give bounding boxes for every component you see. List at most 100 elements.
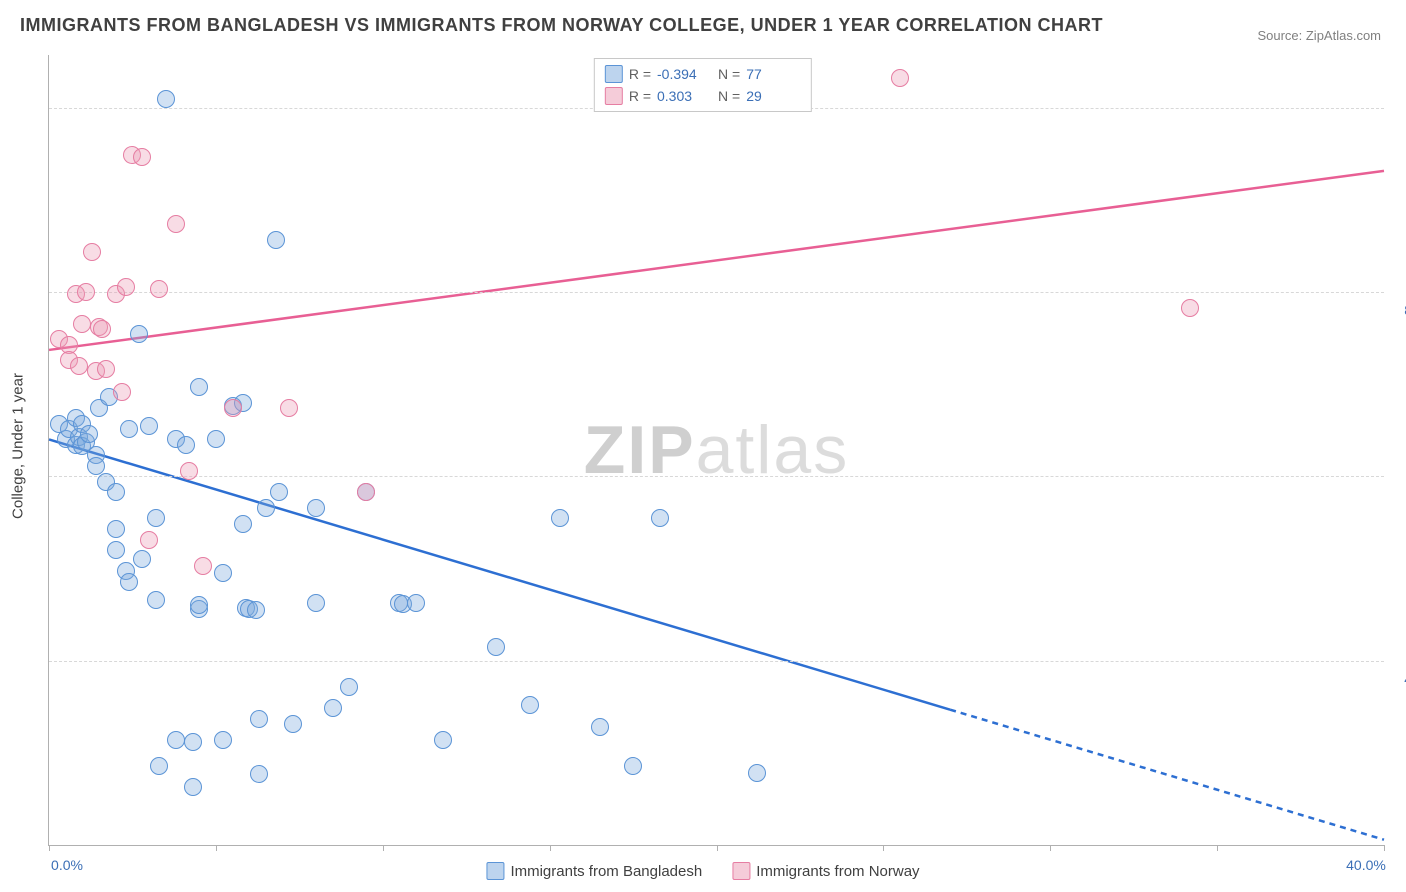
data-point [93, 320, 111, 338]
swatch-norway [605, 87, 623, 105]
stat-label: N = [718, 85, 740, 107]
n-value: 77 [746, 63, 801, 85]
data-point [190, 596, 208, 614]
r-value: 0.303 [657, 85, 712, 107]
swatch-bangladesh [486, 862, 504, 880]
x-tick [717, 845, 718, 851]
data-point [324, 699, 342, 717]
data-point [357, 483, 375, 501]
data-point [180, 462, 198, 480]
legend-label: Immigrants from Norway [756, 863, 919, 880]
x-tick [1217, 845, 1218, 851]
gridline [49, 292, 1384, 293]
data-point [167, 731, 185, 749]
data-point [117, 278, 135, 296]
series-legend: Immigrants from Bangladesh Immigrants fr… [486, 862, 919, 880]
data-point [434, 731, 452, 749]
data-point [120, 420, 138, 438]
data-point [150, 280, 168, 298]
legend-row: R = 0.303 N = 29 [605, 85, 801, 107]
source-attribution: Source: ZipAtlas.com [1257, 28, 1381, 43]
x-tick-label: 0.0% [51, 857, 83, 873]
data-point [83, 243, 101, 261]
data-point [194, 557, 212, 575]
swatch-bangladesh [605, 65, 623, 83]
data-point [190, 378, 208, 396]
data-point [250, 765, 268, 783]
data-point [250, 710, 268, 728]
data-point [551, 509, 569, 527]
correlation-legend: R = -0.394 N = 77 R = 0.303 N = 29 [594, 58, 812, 112]
data-point [80, 425, 98, 443]
data-point [157, 90, 175, 108]
data-point [70, 357, 88, 375]
x-tick [383, 845, 384, 851]
trend-lines [49, 55, 1384, 845]
data-point [73, 315, 91, 333]
n-value: 29 [746, 85, 801, 107]
data-point [167, 215, 185, 233]
x-tick [1384, 845, 1385, 851]
x-tick-label: 40.0% [1346, 857, 1386, 873]
data-point [307, 499, 325, 517]
data-point [77, 283, 95, 301]
data-point [521, 696, 539, 714]
legend-item: Immigrants from Bangladesh [486, 862, 702, 880]
data-point [651, 509, 669, 527]
data-point [130, 325, 148, 343]
x-tick [49, 845, 50, 851]
data-point [307, 594, 325, 612]
data-point [234, 515, 252, 533]
r-value: -0.394 [657, 63, 712, 85]
data-point [184, 778, 202, 796]
x-tick [550, 845, 551, 851]
gridline [49, 476, 1384, 477]
data-point [107, 520, 125, 538]
stat-label: R = [629, 63, 651, 85]
data-point [748, 764, 766, 782]
data-point [177, 436, 195, 454]
data-point [120, 573, 138, 591]
y-axis-label: College, Under 1 year [10, 373, 27, 519]
data-point [207, 430, 225, 448]
data-point [107, 483, 125, 501]
data-point [133, 148, 151, 166]
data-point [270, 483, 288, 501]
data-point [224, 399, 242, 417]
data-point [150, 757, 168, 775]
stat-label: N = [718, 63, 740, 85]
x-tick [1050, 845, 1051, 851]
data-point [140, 531, 158, 549]
data-point [147, 509, 165, 527]
legend-label: Immigrants from Bangladesh [510, 863, 702, 880]
data-point [257, 499, 275, 517]
data-point [214, 564, 232, 582]
data-point [133, 550, 151, 568]
chart-container: IMMIGRANTS FROM BANGLADESH VS IMMIGRANTS… [0, 0, 1406, 892]
data-point [591, 718, 609, 736]
data-point [280, 399, 298, 417]
data-point [113, 383, 131, 401]
data-point [340, 678, 358, 696]
data-point [247, 601, 265, 619]
data-point [184, 733, 202, 751]
gridline [49, 661, 1384, 662]
data-point [214, 731, 232, 749]
data-point [284, 715, 302, 733]
data-point [97, 360, 115, 378]
data-point [624, 757, 642, 775]
data-point [487, 638, 505, 656]
x-tick [216, 845, 217, 851]
x-tick [883, 845, 884, 851]
plot-area: ZIPatlas 47.5%82.5%0.0%40.0% [48, 55, 1384, 846]
swatch-norway [732, 862, 750, 880]
stat-label: R = [629, 85, 651, 107]
data-point [147, 591, 165, 609]
data-point [891, 69, 909, 87]
data-point [407, 594, 425, 612]
data-point [107, 541, 125, 559]
legend-item: Immigrants from Norway [732, 862, 919, 880]
data-point [140, 417, 158, 435]
legend-row: R = -0.394 N = 77 [605, 63, 801, 85]
data-point [1181, 299, 1199, 317]
